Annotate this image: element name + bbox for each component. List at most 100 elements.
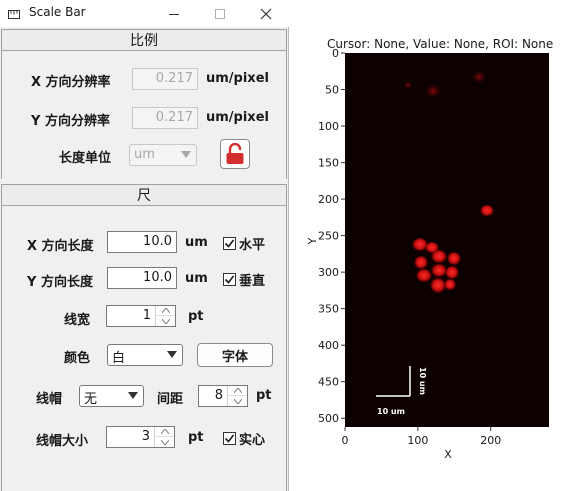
cell (416, 269, 432, 283)
x-resolution-unit: um/pixel (206, 71, 269, 86)
checkbox-box (223, 432, 236, 445)
spin-up-button[interactable] (155, 427, 174, 437)
check-icon (224, 275, 235, 284)
ratio-panel: X 方向分辨率 0.217 um/pixel Y 方向分辨率 0.217 um/… (1, 51, 287, 179)
cursor-info: Cursor: None, Value: None, ROI: None (327, 37, 554, 51)
y-tick-label: 350 (318, 303, 339, 316)
y-tick-label: 250 (318, 230, 339, 243)
cap-size-unit: pt (188, 430, 204, 445)
ruler-section-header: 尺 (1, 184, 287, 206)
scale-bar-v-label: 10 um (418, 367, 427, 395)
y-axis-label: Y (306, 237, 319, 245)
line-width-value: 1 (142, 308, 151, 323)
color-select[interactable]: 白 (107, 344, 183, 366)
cell (412, 238, 428, 252)
spin-up-button[interactable] (156, 306, 175, 316)
length-unit-value: um (134, 147, 155, 162)
spinner-buttons (155, 306, 175, 326)
y-tick-label: 0 (332, 47, 339, 60)
checkbox-box (223, 237, 236, 250)
y-resolution-unit: um/pixel (206, 110, 269, 125)
y-tick-label: 200 (318, 193, 339, 206)
cell (431, 264, 447, 278)
x-length-unit: um (185, 235, 208, 250)
x-axis-label: X (444, 448, 452, 461)
spinner-buttons (227, 386, 247, 406)
chevron-down-icon (167, 351, 177, 358)
window-title: Scale Bar (29, 5, 86, 19)
ruler-panel: X 方向长度 10.0 um 水平 Y 方向长度 10.0 um 垂直 线宽 1… (1, 206, 287, 491)
chevron-down-icon (128, 392, 138, 399)
chevron-down-icon (160, 439, 169, 445)
scale-bar-dialog: Scale Bar 比例 X 方向分辨率 0.217 um/pixel Y 方向… (0, 0, 289, 491)
cell (445, 266, 459, 280)
x-length-label: X 方向长度 (27, 239, 94, 254)
y-length-field[interactable]: 10.0 (107, 267, 177, 289)
cell (404, 81, 412, 89)
image-plot[interactable]: 10 um 10 um 0 50 100 150 200 250 300 350 400 450 5… (290, 45, 572, 465)
chevron-down-icon (181, 151, 191, 158)
line-width-unit: pt (188, 309, 204, 324)
chevron-up-icon (233, 388, 242, 393)
cell (472, 71, 486, 83)
gap-label: 间距 (157, 392, 184, 407)
cap-size-spinner[interactable]: 3 (106, 426, 175, 448)
y-tick-label: 450 (318, 376, 339, 389)
cell (480, 205, 494, 217)
vertical-label: 垂直 (239, 274, 266, 289)
font-button[interactable]: 字体 (197, 343, 273, 367)
spin-down-button[interactable] (156, 316, 175, 326)
y-length-label: Y 方向长度 (27, 275, 93, 290)
line-width-spinner[interactable]: 1 (106, 305, 176, 327)
x-tick-label: 100 (407, 434, 428, 447)
y-tick-label: 500 (318, 412, 339, 425)
y-length-unit: um (185, 271, 208, 286)
line-cap-value: 无 (84, 392, 98, 407)
lock-button[interactable] (220, 139, 250, 169)
y-tick-label: 50 (325, 84, 339, 97)
image-canvas (345, 53, 549, 427)
scale-bar-h-label: 10 um (377, 407, 405, 416)
x-tick-label: 200 (480, 434, 501, 447)
length-unit-label: 长度单位 (59, 151, 112, 166)
y-axis: 0 50 100 150 200 250 300 350 400 450 500 (318, 47, 345, 425)
spin-down-button[interactable] (228, 396, 247, 406)
y-resolution-label: Y 方向分辨率 (31, 114, 110, 129)
color-label: 颜色 (64, 351, 91, 366)
spin-down-button[interactable] (155, 437, 174, 447)
minimize-icon (169, 13, 179, 15)
close-icon (260, 8, 272, 19)
horizontal-checkbox[interactable]: 水平 (223, 234, 265, 253)
y-resolution-field[interactable]: 0.217 (132, 107, 198, 129)
lock-icon (226, 143, 244, 164)
x-axis: 0 100 200 (342, 427, 501, 447)
cap-size-label: 线帽大小 (36, 434, 89, 449)
spin-up-button[interactable] (228, 386, 247, 396)
gap-spinner[interactable]: 8 (198, 385, 248, 407)
y-tick-label: 400 (318, 339, 339, 352)
cell (414, 256, 428, 270)
cell (431, 250, 447, 264)
chevron-up-icon (161, 308, 170, 313)
vertical-checkbox[interactable]: 垂直 (223, 270, 265, 289)
solid-checkbox[interactable]: 实心 (223, 429, 265, 448)
color-value: 白 (112, 351, 126, 366)
line-width-label: 线宽 (64, 313, 91, 328)
ruler-icon (7, 6, 21, 20)
scale-bar-overlay: 10 um 10 um (376, 366, 427, 416)
check-icon (224, 434, 235, 443)
title-bar[interactable]: Scale Bar (0, 0, 289, 27)
close-button[interactable] (243, 0, 289, 27)
length-unit-select[interactable]: um (129, 144, 197, 166)
x-tick-label: 0 (342, 434, 349, 447)
x-length-field[interactable]: 10.0 (107, 231, 177, 253)
minimize-button[interactable] (151, 0, 197, 27)
chevron-down-icon (161, 318, 170, 324)
cell (425, 84, 441, 98)
line-cap-select[interactable]: 无 (79, 385, 144, 407)
x-resolution-field[interactable]: 0.217 (132, 68, 198, 90)
y-tick-label: 300 (318, 266, 339, 279)
cell (444, 279, 456, 291)
y-tick-label: 100 (318, 120, 339, 133)
maximize-button[interactable] (197, 0, 243, 27)
